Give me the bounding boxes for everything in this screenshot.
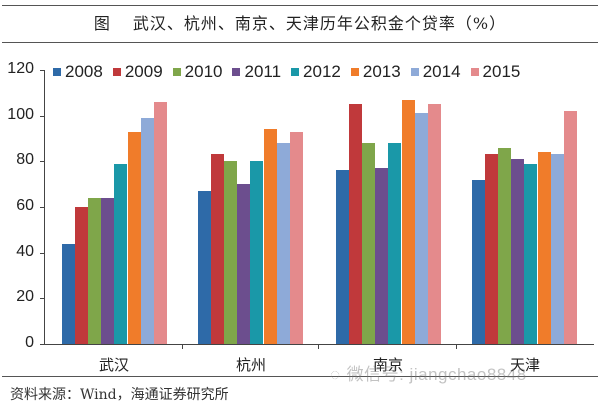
top-rule <box>2 5 598 6</box>
legend: 2008 2009 2010 2011 2012 2013 2014 2015 <box>53 62 530 82</box>
bar-2010 <box>224 161 238 344</box>
chart-title-text: 武汉、杭州、南京、天津历年公积金个贷率（%） <box>132 14 507 33</box>
bar-2015 <box>153 101 167 344</box>
y-tick-label: 0 <box>25 334 34 351</box>
legend-swatch <box>53 68 61 76</box>
bar-2010 <box>362 143 376 344</box>
bar-2011 <box>237 184 251 344</box>
x-tick <box>182 344 183 349</box>
legend-label: 2013 <box>362 62 401 81</box>
category-label: 天津 <box>509 356 540 374</box>
bar-2008 <box>62 243 75 344</box>
bar-2015 <box>563 111 577 344</box>
y-tick-label: 20 <box>16 288 34 306</box>
category-label: 杭州 <box>235 356 266 374</box>
bar-2008 <box>472 179 485 344</box>
legend-swatch <box>350 68 359 76</box>
bar-2015 <box>427 104 441 344</box>
legend-item-2012: 2012 <box>291 62 341 82</box>
legend-label: 2012 <box>303 62 341 81</box>
legend-label: 2010 <box>184 62 223 81</box>
bar-2012 <box>524 163 538 344</box>
figure-label: 图 <box>93 14 111 33</box>
legend-swatch <box>410 68 419 76</box>
legend-swatch <box>291 68 300 76</box>
y-tick-label: 40 <box>16 242 34 260</box>
legend-item-2010: 2010 <box>172 62 223 82</box>
y-tick-label: 80 <box>16 151 34 169</box>
bar-2014 <box>550 154 564 344</box>
legend-label: 2009 <box>124 62 163 81</box>
bar-2011 <box>511 159 525 344</box>
legend-label: 2015 <box>482 62 521 81</box>
bar-2013 <box>537 152 551 344</box>
y-tick-label: 120 <box>7 60 34 77</box>
bar-2009 <box>349 104 363 344</box>
watermark: ◌ 微信号: jiangchao8848 <box>330 360 527 385</box>
bar-2008 <box>336 170 349 344</box>
bar-2009 <box>211 154 225 344</box>
bar-2013 <box>127 131 141 344</box>
legend-swatch <box>232 68 241 76</box>
bar-2011 <box>375 168 389 344</box>
bar-2012 <box>250 161 264 344</box>
bar-2010 <box>88 197 102 344</box>
legend-label: 2008 <box>65 62 103 81</box>
legend-item-2014: 2014 <box>410 62 461 82</box>
bar-2009 <box>485 154 499 344</box>
bar-2009 <box>75 207 89 344</box>
y-tick-label: 60 <box>16 197 34 214</box>
bar-2011 <box>101 197 115 344</box>
y-tick <box>40 161 45 163</box>
legend-item-2015: 2015 <box>470 62 521 82</box>
y-tick <box>40 115 45 117</box>
y-tick <box>40 70 45 71</box>
bar-2008 <box>198 191 211 344</box>
category-label: 南京 <box>372 356 403 374</box>
category-label: 武汉 <box>98 356 129 374</box>
y-tick <box>40 252 45 254</box>
bar-2012 <box>388 143 402 344</box>
bar-2015 <box>289 131 303 344</box>
y-tick <box>40 298 45 300</box>
bar-2013 <box>263 129 277 344</box>
bar-2014 <box>140 117 154 344</box>
bottom-rule <box>2 376 598 377</box>
x-tick <box>318 344 319 349</box>
legend-item-2008: 2008 <box>53 62 103 82</box>
wechat-icon: ◌ <box>330 365 341 384</box>
title-bottom-rule <box>2 42 598 43</box>
legend-swatch <box>112 68 121 76</box>
watermark-text: 微信号: jiangchao8848 <box>346 365 527 384</box>
bar-2014 <box>276 143 290 344</box>
legend-item-2011: 2011 <box>232 62 281 82</box>
y-tick-label: 100 <box>7 105 34 123</box>
x-axis <box>44 344 594 345</box>
legend-label: 2014 <box>422 62 461 81</box>
bar-2010 <box>498 147 512 344</box>
legend-swatch <box>470 68 479 76</box>
legend-label: 2011 <box>244 62 282 81</box>
bar-2013 <box>401 99 415 344</box>
source-note: 资料来源：Wind，海通证券研究所 <box>10 387 229 403</box>
legend-item-2009: 2009 <box>112 62 163 82</box>
bar-2014 <box>414 113 428 344</box>
y-tick <box>40 344 45 345</box>
chart-title: 图 武汉、杭州、南京、天津历年公积金个贷率（%） <box>0 10 600 34</box>
legend-item-2013: 2013 <box>350 62 401 82</box>
bar-2012 <box>114 163 128 344</box>
x-tick <box>456 344 457 349</box>
legend-swatch <box>172 68 181 76</box>
y-tick <box>40 207 45 208</box>
